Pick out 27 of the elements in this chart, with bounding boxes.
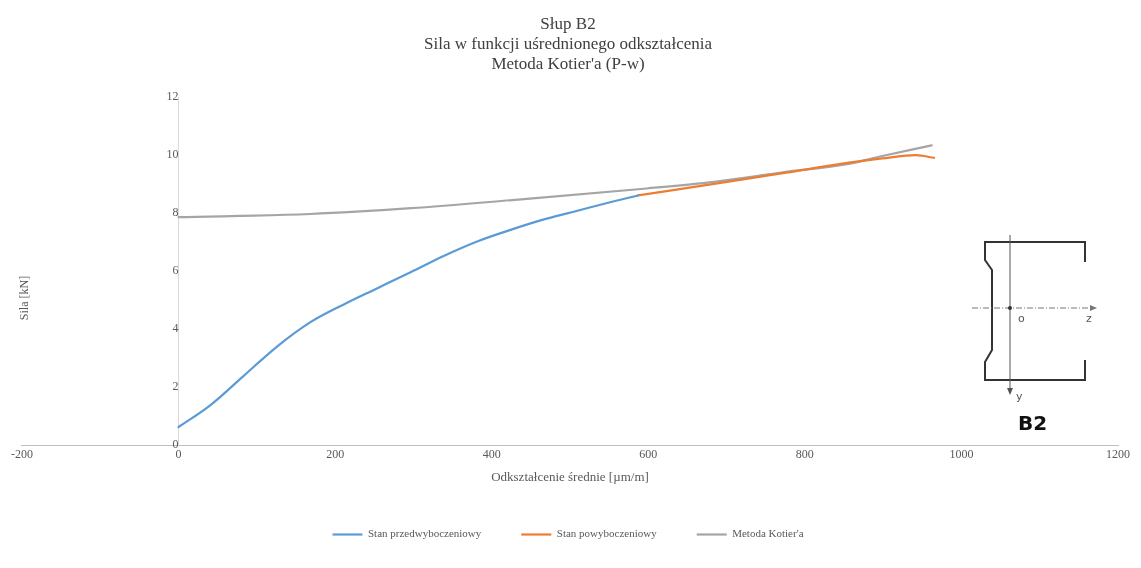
chart-subtitle: Sila w funkcji uśrednionego odkształcenia Metoda Kotier'a (P-w) [424, 34, 713, 74]
y-axis-title: Sila [kN] [16, 275, 32, 321]
y-tick-label: 8 [172, 205, 179, 220]
annotation: y [1016, 390, 1023, 403]
y-tick-label: 2 [172, 379, 179, 394]
x-tick-label: 800 [795, 447, 814, 462]
chart-title: Słup B2 [540, 13, 596, 33]
y-tick-label: 4 [172, 321, 179, 336]
line-series [177, 194, 640, 429]
x-tick-label: -200 [11, 447, 33, 462]
x-tick-label: 1200 [1106, 447, 1130, 462]
line-series [637, 154, 936, 197]
annotation: z [1086, 312, 1092, 325]
x-axis-title: Odkształcenie średnie [µm/m] [491, 468, 649, 484]
x-tick-label: 600 [639, 447, 658, 462]
y-tick-label: 10 [166, 147, 179, 162]
line-series [177, 144, 933, 219]
y-tick-label: 6 [172, 263, 179, 278]
legend-label: Stan powyboczeniowy [556, 527, 658, 540]
x-tick-label: 1000 [949, 447, 974, 462]
y-tick-label: 12 [166, 89, 179, 104]
legend-label: Metoda Kotier'a [732, 527, 804, 540]
legend-label: Stan przedwyboczeniowy [367, 527, 482, 540]
annotation: B2 [1018, 411, 1048, 435]
annotation: o [1018, 312, 1025, 325]
x-tick-label: 200 [326, 447, 345, 462]
x-tick-label: 400 [482, 447, 501, 462]
